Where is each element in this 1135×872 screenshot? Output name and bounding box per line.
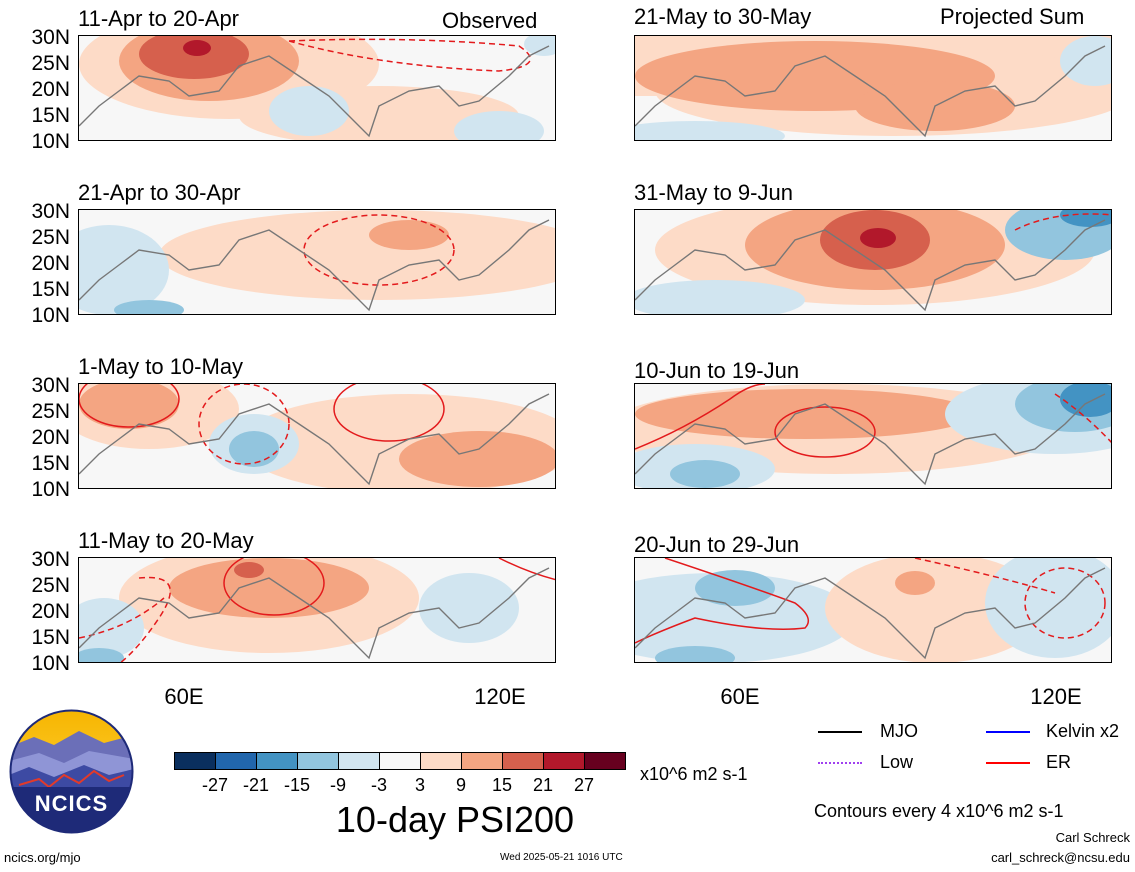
- colorbar-swatch: [297, 752, 339, 770]
- kelvin-legend-line: [986, 731, 1030, 733]
- colorbar-tick: -9: [329, 775, 346, 795]
- lat-tick: 30N: [31, 374, 70, 397]
- colorbar-swatch: [543, 752, 585, 770]
- lat-tick: 25N: [31, 574, 70, 597]
- lat-tick: 25N: [31, 226, 70, 249]
- ncics-logo: NCICS: [9, 709, 134, 834]
- low-legend-label: Low: [880, 752, 914, 772]
- colorbar-tick: -15: [283, 775, 310, 795]
- lat-tick: 30N: [31, 26, 70, 49]
- lat-tick: 25N: [31, 52, 70, 75]
- colorbar-tick: 21: [532, 775, 554, 795]
- lat-tick: 10N: [31, 478, 70, 501]
- map-panel-right-4: [634, 557, 1112, 663]
- mjo-legend-line: [818, 731, 862, 733]
- colorbar-swatch: [174, 752, 216, 770]
- low-legend-line: [818, 762, 862, 764]
- lat-tick: 25N: [31, 400, 70, 423]
- lon-tick-left-60e: 60E: [164, 684, 204, 709]
- panel-title-right-1: 21-May to 30-May: [634, 4, 812, 29]
- map-panel-left-1: [78, 35, 556, 141]
- contour-note: Contours every 4 x10^6 m2 s-1: [814, 801, 1064, 821]
- lat-tick: 10N: [31, 130, 70, 153]
- lat-tick: 20N: [31, 426, 70, 449]
- panel-title-left-2: 21-Apr to 30-Apr: [78, 180, 241, 205]
- observed-label: Observed: [442, 8, 538, 33]
- panel-title-right-2: 31-May to 9-Jun: [634, 180, 793, 205]
- lat-tick: 20N: [31, 78, 70, 101]
- footer-email[interactable]: carl_schreck@ncsu.edu: [991, 850, 1130, 865]
- colorbar-tick: -21: [242, 775, 269, 795]
- lat-tick: 10N: [31, 652, 70, 675]
- colorbar-tick: -27: [201, 775, 228, 795]
- colorbar-tick: -3: [370, 775, 387, 795]
- lat-tick: 20N: [31, 600, 70, 623]
- lon-tick-right-120e: 120E: [1030, 684, 1082, 709]
- map-panel-right-3: [634, 383, 1112, 489]
- colorbar-swatch: [338, 752, 380, 770]
- colorbar-tick: 15: [491, 775, 513, 795]
- map-panel-left-4: [78, 557, 556, 663]
- lat-tick: 15N: [31, 452, 70, 475]
- lat-tick: 15N: [31, 278, 70, 301]
- colorbar-swatch: [502, 752, 544, 770]
- lat-tick: 15N: [31, 626, 70, 649]
- lat-tick: 30N: [31, 548, 70, 571]
- er-legend-line: [986, 762, 1030, 764]
- map-panel-right-2: [634, 209, 1112, 315]
- lat-tick: 15N: [31, 104, 70, 127]
- map-panel-right-1: [634, 35, 1112, 141]
- panel-title-right-4: 20-Jun to 29-Jun: [634, 532, 800, 557]
- colorbar-swatch: [584, 752, 626, 770]
- colorbar-tick: 9: [455, 775, 466, 795]
- lon-tick-right-60e: 60E: [720, 684, 760, 709]
- colorbar-swatch: [461, 752, 503, 770]
- mjo-legend-label: MJO: [880, 721, 918, 741]
- colorbar-units: x10^6 m2 s-1: [640, 764, 748, 784]
- footer-timestamp: Wed 2025-05-21 1016 UTC: [500, 852, 623, 863]
- panel-title-left-1: 11-Apr to 20-Apr: [78, 6, 240, 31]
- lat-tick: 20N: [31, 252, 70, 275]
- colorbar-swatch: [379, 752, 421, 770]
- lat-tick: 30N: [31, 200, 70, 223]
- colorbar-tick: 3: [414, 775, 425, 795]
- footer-author: Carl Schreck: [1055, 830, 1130, 845]
- lat-tick: 10N: [31, 304, 70, 327]
- footer-url[interactable]: ncics.org/mjo: [4, 850, 81, 865]
- panel-title-left-3: 1-May to 10-May: [78, 354, 244, 379]
- colorbar-swatch: [256, 752, 298, 770]
- lon-tick-left-120e: 120E: [474, 684, 526, 709]
- map-panel-left-3: [78, 383, 556, 489]
- er-legend-label: ER: [1046, 752, 1072, 772]
- colorbar-swatch: [215, 752, 257, 770]
- figure-title: 10-day PSI200: [335, 799, 575, 840]
- map-panel-left-2: [78, 209, 556, 315]
- projected-sum-label: Projected Sum: [940, 4, 1085, 29]
- panel-title-left-4: 11-May to 20-May: [78, 528, 254, 553]
- colorbar-swatch: [420, 752, 462, 770]
- logo-text: NCICS: [34, 791, 109, 816]
- colorbar-tick: 27: [573, 775, 595, 795]
- panel-title-right-3: 10-Jun to 19-Jun: [634, 358, 800, 383]
- kelvin-legend-label: Kelvin x2: [1046, 721, 1120, 741]
